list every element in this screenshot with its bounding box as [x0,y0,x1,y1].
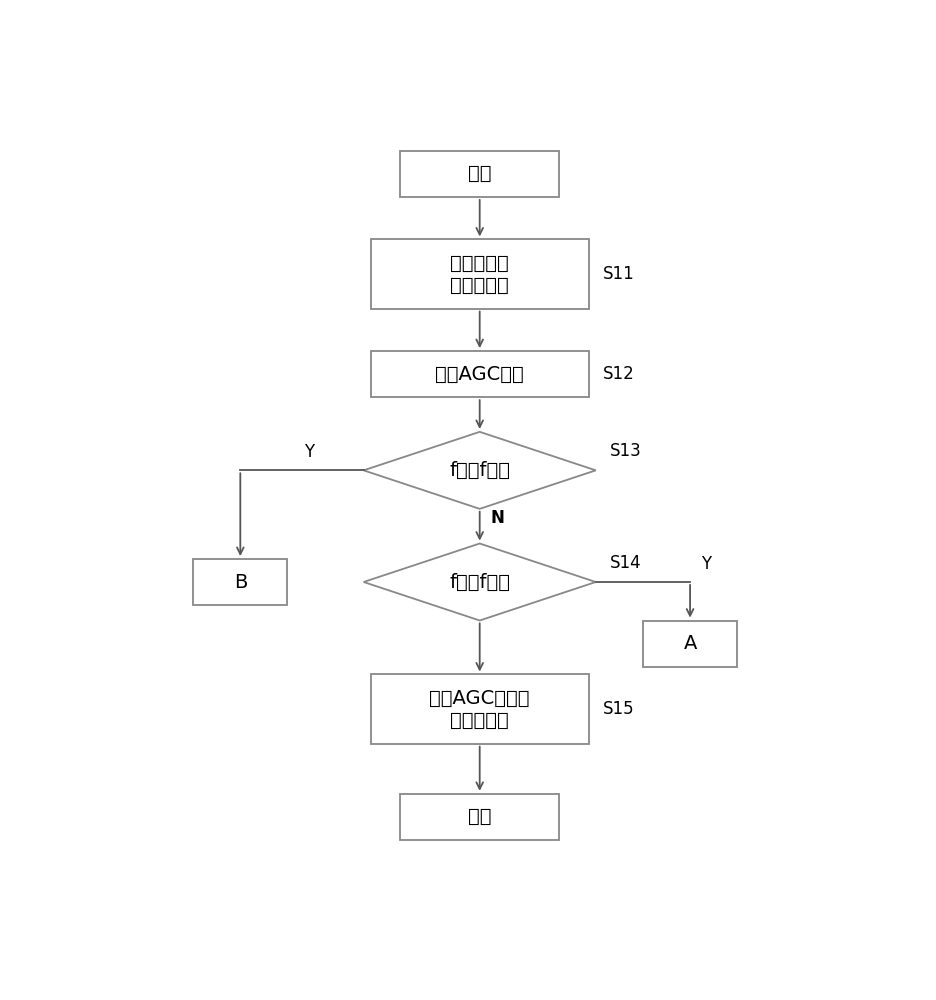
Text: S15: S15 [603,700,635,718]
Text: 读取AGC指令: 读取AGC指令 [435,365,524,384]
Bar [400,151,560,197]
Polygon shape [363,432,596,509]
Text: 按照AGC指令进
行功率分配: 按照AGC指令进 行功率分配 [430,689,530,730]
Bar [371,239,589,309]
Text: A: A [683,634,696,653]
Text: f大于f上限: f大于f上限 [449,461,510,480]
Text: Y: Y [304,443,314,461]
Text: 检测并网点
电压和电流: 检测并网点 电压和电流 [450,253,509,294]
Bar [643,620,738,667]
Text: 开始: 开始 [468,164,491,183]
Bar [371,674,589,744]
Text: f小于f下限: f小于f下限 [449,572,510,591]
Text: B: B [234,572,247,591]
Polygon shape [363,544,596,620]
Bar [400,794,560,840]
Bar [193,559,287,605]
Text: Y: Y [701,555,711,573]
Text: N: N [490,509,505,527]
Text: S13: S13 [610,442,642,460]
Text: S12: S12 [603,365,635,383]
Text: 返回: 返回 [468,807,491,826]
Text: S11: S11 [603,265,635,283]
Bar [371,351,589,397]
Text: S14: S14 [610,554,642,572]
